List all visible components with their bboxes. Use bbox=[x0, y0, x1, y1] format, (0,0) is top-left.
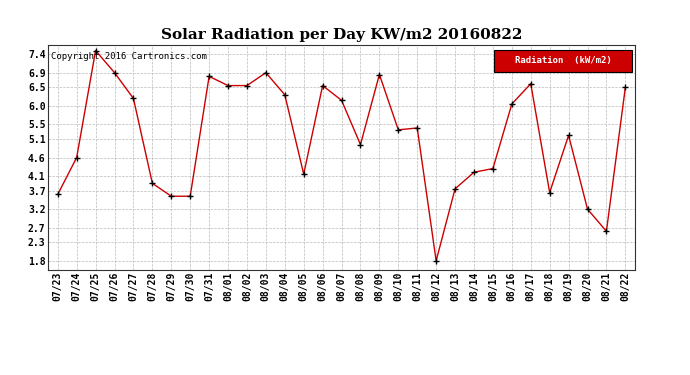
FancyBboxPatch shape bbox=[494, 50, 632, 72]
Text: Copyright 2016 Cartronics.com: Copyright 2016 Cartronics.com bbox=[51, 52, 207, 61]
Title: Solar Radiation per Day KW/m2 20160822: Solar Radiation per Day KW/m2 20160822 bbox=[161, 28, 522, 42]
Text: Radiation  (kW/m2): Radiation (kW/m2) bbox=[515, 56, 611, 65]
